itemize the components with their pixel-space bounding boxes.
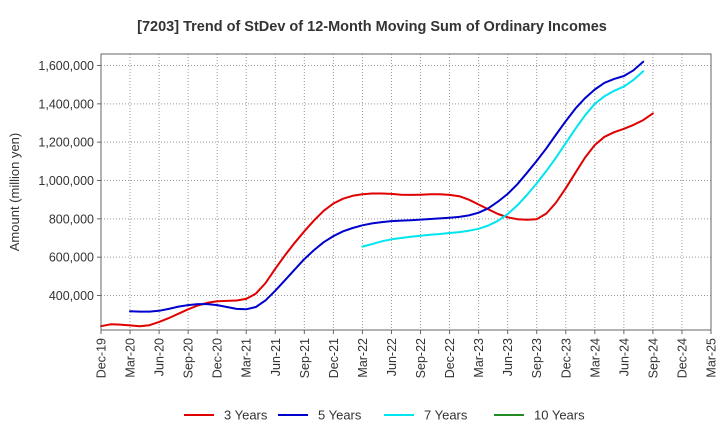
x-tick-label: Mar-23 <box>472 338 486 378</box>
x-tick-label: Mar-22 <box>356 338 370 378</box>
y-tick-label: 1,200,000 <box>38 136 94 150</box>
y-tick-label: 1,600,000 <box>38 59 94 73</box>
x-tick-label: Dec-20 <box>211 338 225 378</box>
x-tick-label: Dec-24 <box>675 338 689 378</box>
y-tick-label: 800,000 <box>49 212 94 226</box>
x-tick-label: Dec-22 <box>443 338 457 378</box>
y-tick-label: 400,000 <box>49 289 94 303</box>
x-tick-label: Jun-24 <box>617 338 631 376</box>
y-tick-label: 600,000 <box>49 251 94 265</box>
x-tick-label: Jun-23 <box>501 338 515 376</box>
y-axis-ticks: 400,000 600,000 800,000 1,000,000 1,200,000 1… <box>38 59 101 303</box>
series-line-7-years <box>361 70 645 248</box>
grid <box>100 54 712 330</box>
legend: 3 Years 5 Years 7 Years 10 Years <box>184 408 585 423</box>
x-tick-label: Sep-23 <box>530 338 544 378</box>
series-line-3-years <box>100 112 654 328</box>
series-line-5-years <box>129 60 645 313</box>
x-tick-label: Mar-24 <box>588 338 602 378</box>
x-tick-label: Jun-21 <box>269 338 283 376</box>
x-tick-label: Mar-20 <box>124 338 138 378</box>
y-tick-label: 1,000,000 <box>38 174 94 188</box>
x-tick-label: Jun-20 <box>153 338 167 376</box>
x-tick-label: Sep-24 <box>646 338 660 378</box>
x-tick-label: Sep-22 <box>414 338 428 378</box>
x-axis-ticks: Dec-19 Mar-20 Jun-20 Sep-20 Dec-20 Mar-21 Jun-… <box>95 330 719 378</box>
legend-label: 7 Years <box>424 408 468 423</box>
legend-label: 3 Years <box>224 408 268 423</box>
x-tick-label: Sep-21 <box>298 338 312 378</box>
y-tick-label: 1,400,000 <box>38 97 94 111</box>
x-tick-label: Dec-19 <box>95 338 109 378</box>
x-tick-label: Jun-22 <box>385 338 399 376</box>
chart-title: [7203] Trend of StDev of 12-Month Moving… <box>137 19 607 35</box>
x-tick-label: Sep-20 <box>182 338 196 378</box>
x-tick-label: Mar-25 <box>705 338 719 378</box>
y-axis-label: Amount (million yen) <box>7 133 22 252</box>
plot-frame <box>100 53 712 331</box>
x-tick-label: Mar-21 <box>240 338 254 378</box>
series-lines <box>100 60 654 328</box>
x-tick-label: Dec-23 <box>559 338 573 378</box>
legend-label: 5 Years <box>318 408 362 423</box>
legend-label: 10 Years <box>534 408 585 423</box>
x-tick-label: Dec-21 <box>327 338 341 378</box>
